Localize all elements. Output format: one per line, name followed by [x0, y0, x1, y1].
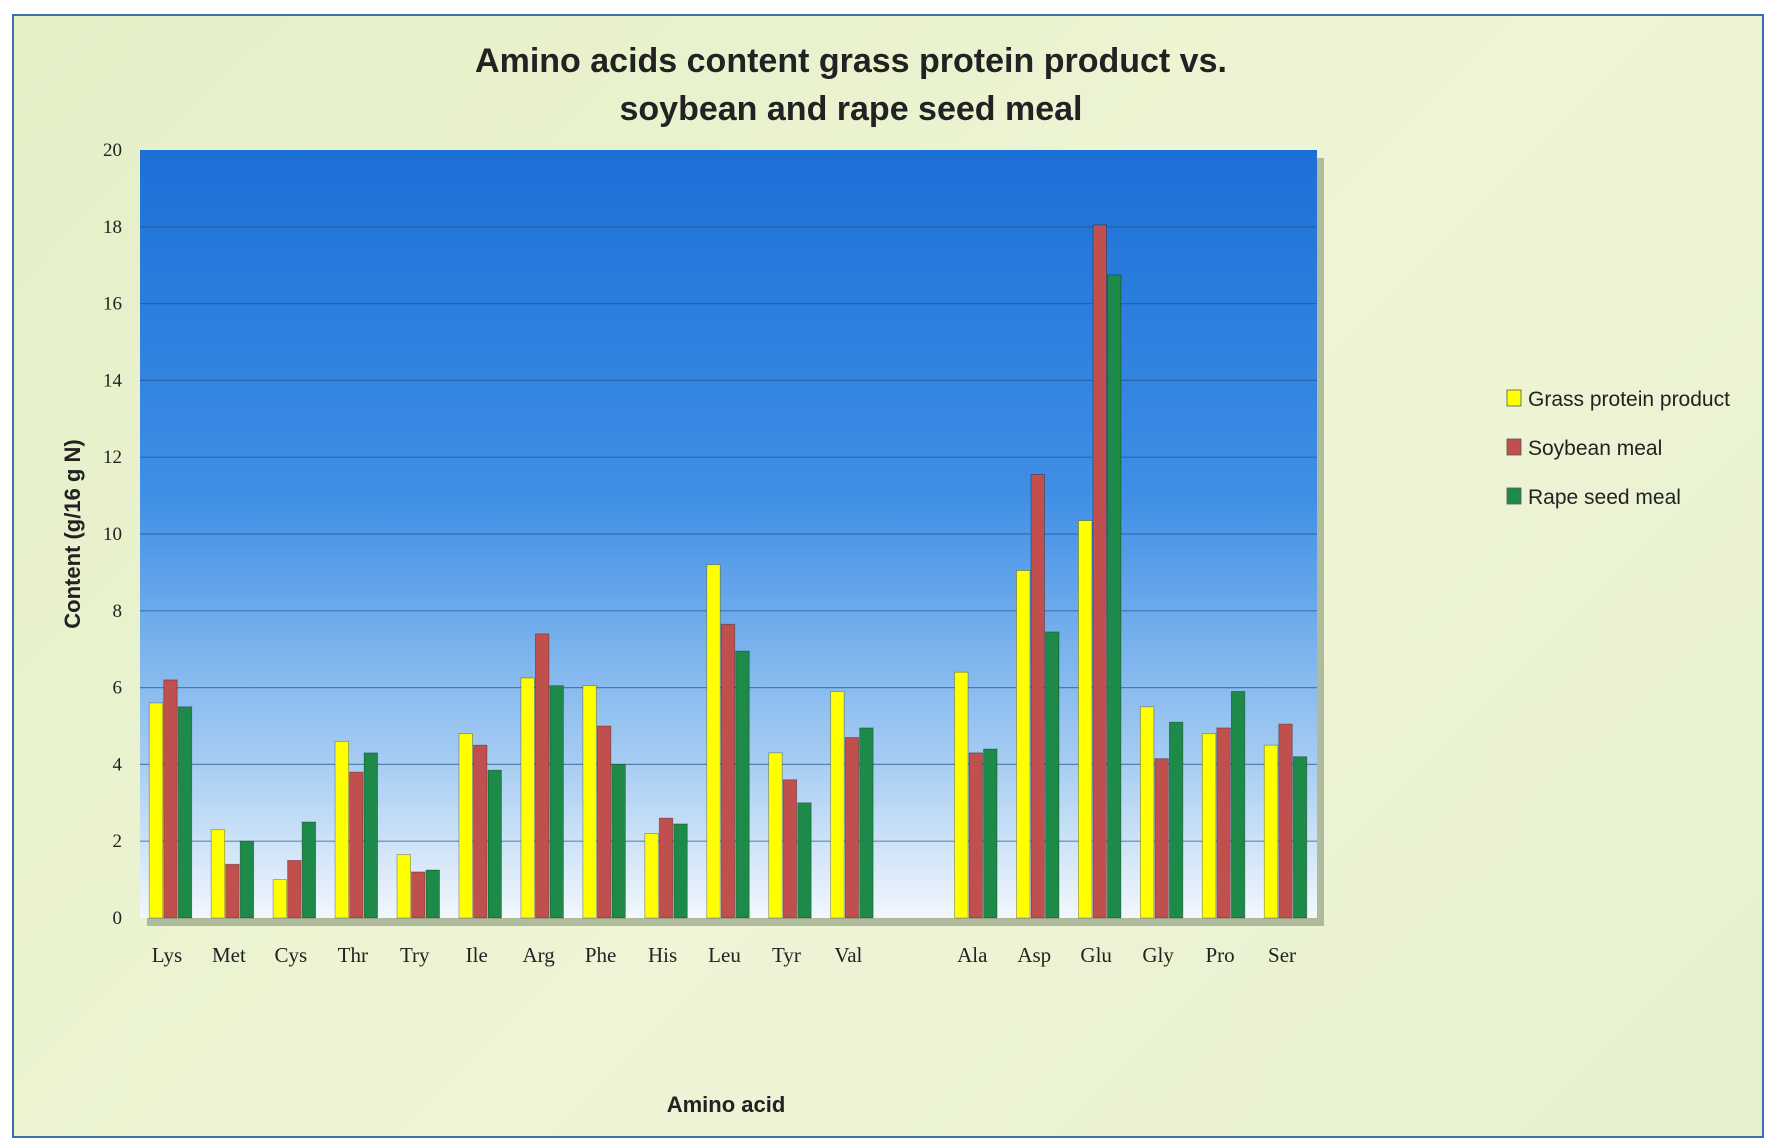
bar	[658, 817, 674, 919]
bar	[1030, 474, 1045, 919]
bar	[644, 833, 659, 919]
y-tick-label: 14	[103, 370, 123, 391]
bar	[673, 823, 688, 919]
bars	[148, 224, 1308, 919]
bar	[210, 829, 226, 919]
bar	[411, 871, 426, 919]
bar	[363, 752, 378, 919]
legend-swatch	[1506, 389, 1522, 407]
bar	[1139, 706, 1155, 919]
x-category-label: Pro	[1205, 943, 1234, 967]
bar	[859, 727, 874, 919]
x-category-label: Cys	[275, 943, 308, 967]
bar	[1216, 727, 1231, 919]
x-category-label: Phe	[585, 943, 617, 967]
bar	[334, 740, 349, 919]
x-category-label: Leu	[708, 943, 741, 967]
y-axis-ticks: 0 2 4 6 8 10 12 14 16 18 20	[103, 140, 123, 929]
bar	[735, 650, 750, 919]
bar	[1092, 224, 1107, 919]
chart-subtitle: soybean and rape seed meal	[620, 90, 1083, 128]
y-tick-label: 10	[103, 524, 122, 545]
bar	[706, 564, 721, 919]
bar	[782, 779, 798, 919]
chart-frame: Amino acids content grass protein produc…	[12, 14, 1764, 1138]
bar	[473, 744, 488, 919]
bar	[287, 860, 302, 919]
bar	[239, 840, 255, 919]
bar	[1016, 570, 1031, 919]
bar	[582, 685, 597, 919]
x-category-label: Thr	[338, 943, 368, 967]
x-category-label: Try	[400, 943, 430, 967]
y-tick-label: 0	[113, 908, 123, 929]
bar	[458, 733, 473, 919]
chart-svg: Amino acids content grass protein produc…	[60, 42, 1730, 1117]
y-tick-label: 8	[113, 601, 123, 622]
y-tick-label: 18	[103, 217, 122, 238]
x-axis-categories: Lys Met Cys Thr Try Ile Arg Phe His Leu Tyr Val Ala A…	[152, 943, 1296, 967]
legend: Grass protein product Soybean meal Rape se…	[1506, 388, 1730, 509]
bar	[425, 869, 440, 919]
bar	[520, 677, 535, 919]
x-category-label: Tyr	[772, 943, 801, 967]
bar	[349, 771, 364, 919]
bar	[720, 623, 736, 919]
chart-title: Amino acids content grass protein produc…	[475, 42, 1227, 80]
x-category-label: Ser	[1268, 943, 1296, 967]
legend-label: Grass protein product	[1528, 388, 1730, 411]
bar	[596, 725, 612, 919]
x-category-label: Met	[212, 943, 246, 967]
x-category-label: Asp	[1017, 943, 1051, 967]
x-category-label: Lys	[152, 943, 182, 967]
x-category-label: Glu	[1080, 943, 1112, 967]
bar	[1230, 691, 1246, 919]
bar	[1201, 733, 1217, 919]
x-category-label: His	[648, 943, 677, 967]
bar	[1078, 520, 1093, 919]
bar	[1292, 756, 1308, 919]
bar	[301, 821, 317, 919]
bar	[1168, 721, 1184, 919]
bar	[830, 691, 845, 919]
bar	[163, 679, 178, 919]
bar	[1154, 758, 1169, 919]
y-tick-label: 12	[103, 447, 122, 468]
bar	[1045, 631, 1060, 919]
legend-swatch	[1506, 487, 1522, 505]
bar	[549, 685, 564, 919]
bar	[844, 737, 860, 919]
bar	[768, 752, 783, 919]
bar	[1263, 744, 1279, 919]
x-category-label: Val	[834, 943, 862, 967]
bar	[968, 752, 983, 919]
y-axis-title: Content (g/16 g N)	[60, 439, 85, 628]
bar	[611, 764, 626, 919]
bar	[797, 802, 812, 919]
bar	[272, 879, 288, 919]
bar	[487, 769, 502, 919]
bar	[983, 748, 998, 919]
legend-swatch	[1506, 438, 1522, 456]
x-category-label: Gly	[1142, 943, 1174, 967]
x-axis-title: Amino acid	[667, 1092, 786, 1117]
bar	[535, 633, 550, 919]
x-category-label: Ile	[466, 943, 488, 967]
x-category-label: Arg	[523, 943, 556, 967]
legend-label: Rape seed meal	[1528, 486, 1681, 509]
bar	[1278, 723, 1293, 919]
bar	[1107, 274, 1122, 919]
y-tick-label: 2	[113, 831, 123, 852]
legend-label: Soybean meal	[1528, 437, 1662, 460]
x-category-label: Ala	[957, 943, 988, 967]
y-tick-label: 6	[113, 678, 123, 699]
y-tick-label: 4	[113, 754, 123, 775]
bar	[396, 854, 411, 919]
y-tick-label: 20	[103, 140, 122, 161]
bar	[954, 671, 969, 919]
bar	[177, 706, 193, 919]
bar	[225, 863, 240, 919]
bar	[148, 702, 164, 919]
y-tick-label: 16	[103, 294, 122, 315]
